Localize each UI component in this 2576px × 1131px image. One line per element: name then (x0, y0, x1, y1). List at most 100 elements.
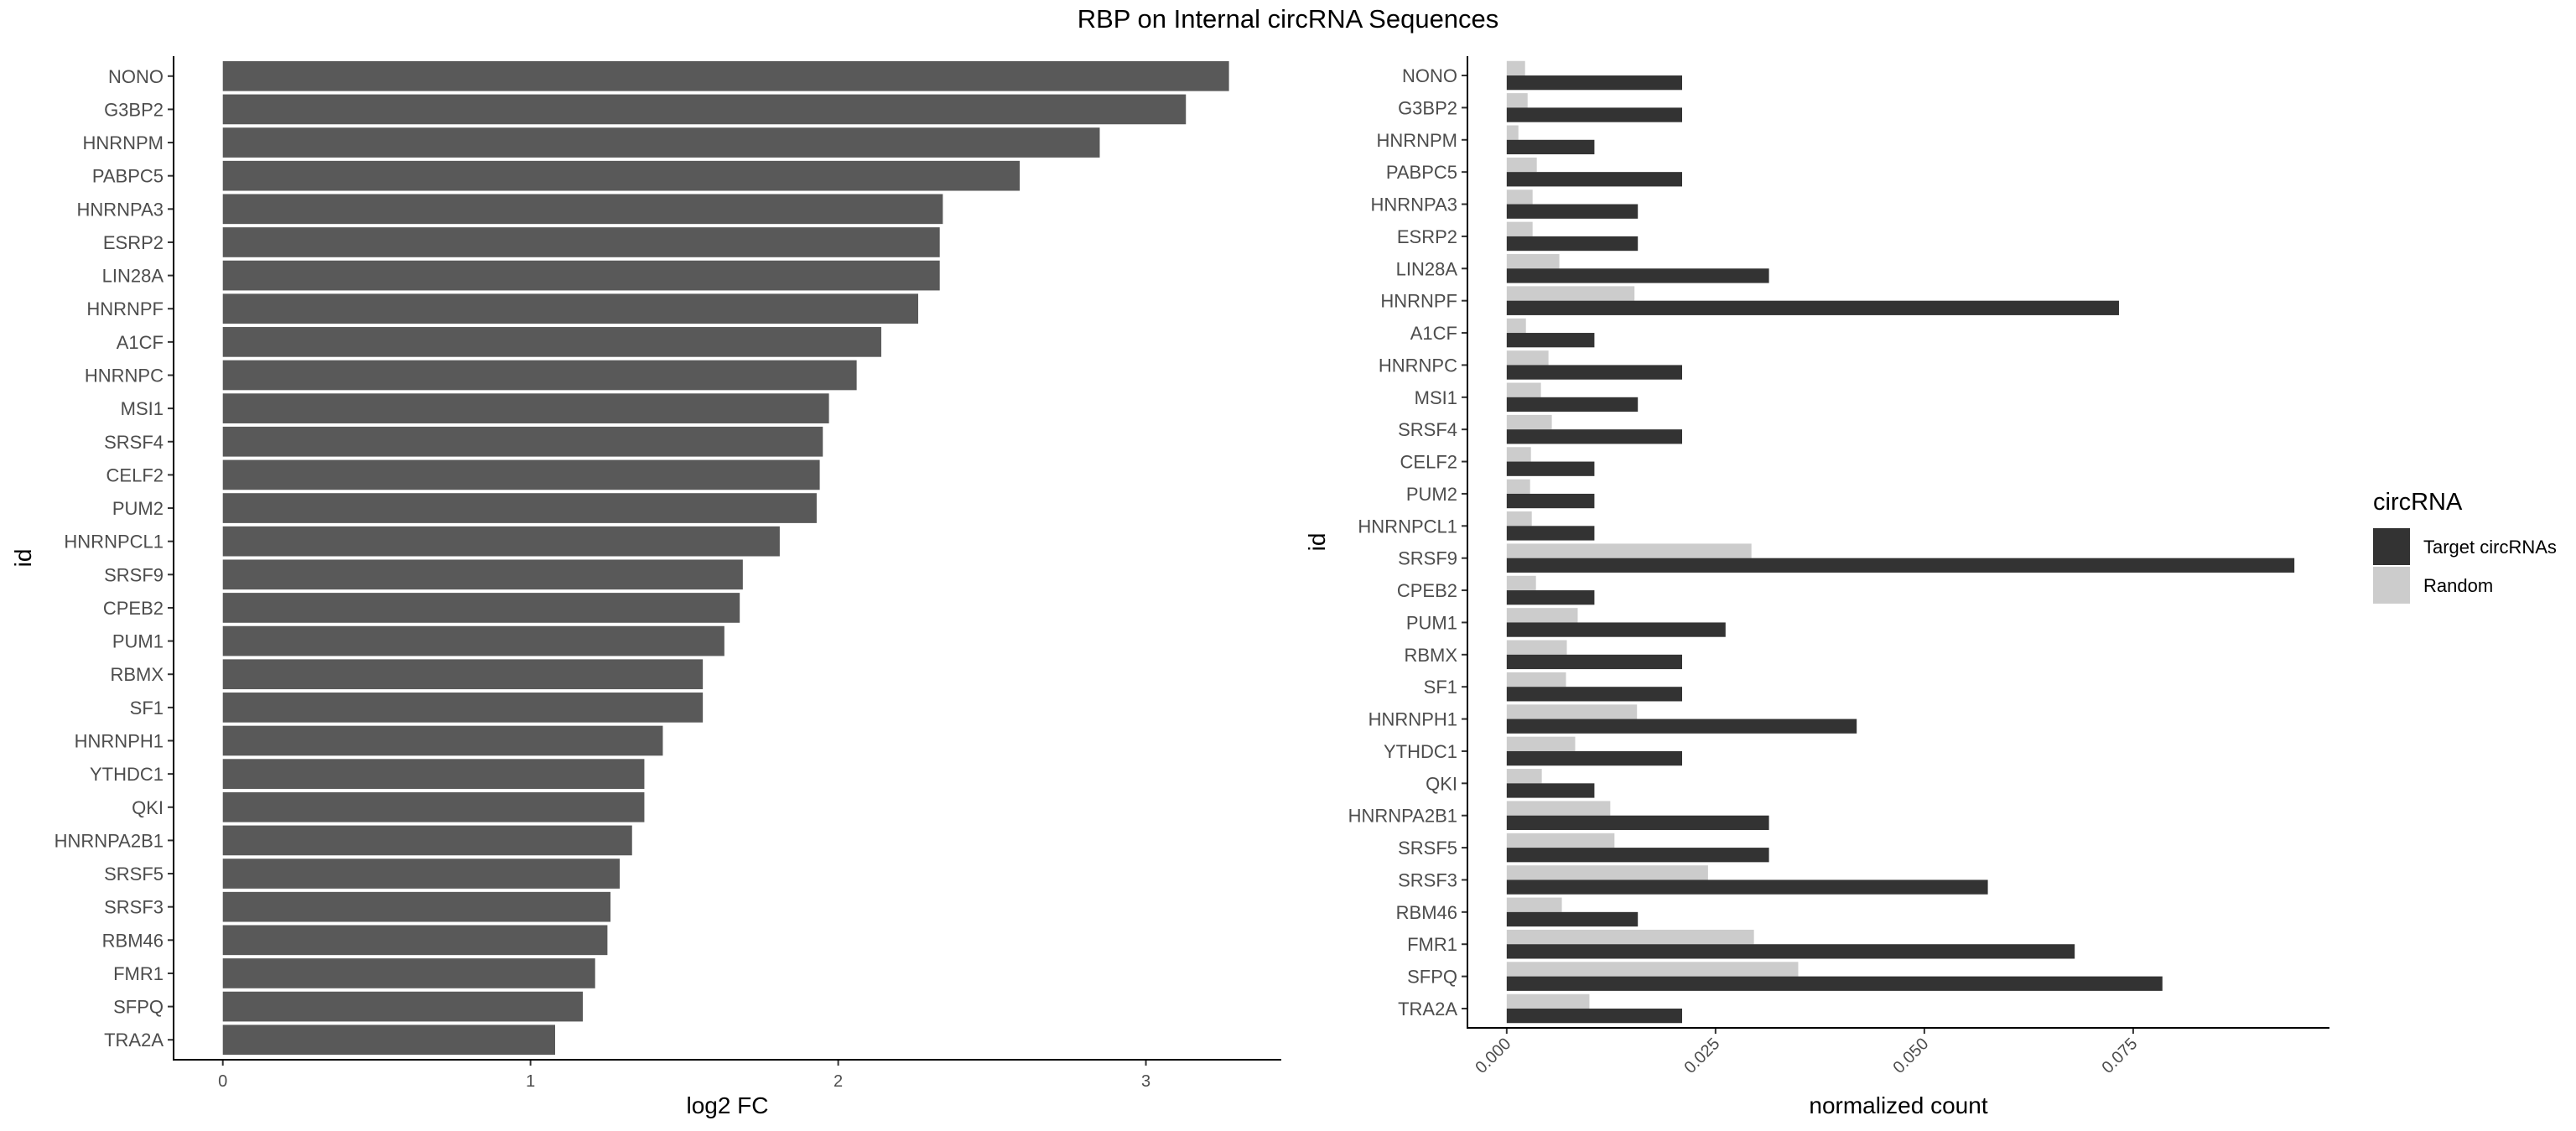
log2fc-x-tick-label: 1 (526, 1072, 535, 1091)
log2fc-bars (222, 60, 1229, 1056)
random-bar-pum2 (1506, 479, 1530, 494)
log2fc-category-label-hnrnpcl1: HNRNPCL1 (64, 532, 164, 553)
log2fc-category-label-hnrnpa2b1: HNRNPA2B1 (55, 830, 164, 851)
target-circrnas-bar-hnrnpc (1506, 365, 1683, 380)
target-circrnas-bar-hnrnpcl1 (1506, 526, 1595, 541)
target-circrnas-bar-sf1 (1506, 687, 1683, 702)
log2fc-bar-g3bp2 (222, 94, 1187, 125)
log2fc-category-label-g3bp2: G3BP2 (104, 99, 164, 120)
log2fc-bar-pabpc5 (222, 160, 1021, 191)
normalized-count-category-label-srsf5: SRSF5 (1398, 838, 1457, 859)
normalized-count-category-label-g3bp2: G3BP2 (1398, 97, 1457, 118)
target-circrnas-bar-qki (1506, 783, 1595, 798)
random-bar-lin28a (1506, 254, 1560, 269)
log2fc-category-label-pabpc5: PABPC5 (92, 166, 164, 187)
random-bar-cpeb2 (1506, 575, 1536, 591)
log2fc-bar-cpeb2 (222, 593, 740, 623)
random-bar-nono (1506, 60, 1525, 76)
log2fc-bar-hnrnpc (222, 360, 857, 391)
target-circrnas-bar-celf2 (1506, 461, 1595, 476)
log2fc-x-ticks: 0 1 2 3 (218, 1060, 1150, 1091)
random-bar-tra2a (1506, 994, 1590, 1009)
target-circrnas-bar-hnrnph1 (1506, 719, 1857, 734)
normalized-count-category-label-hnrnpa2b1: HNRNPA2B1 (1348, 806, 1457, 827)
log2fc-category-label-hnrnph1: HNRNPH1 (75, 730, 164, 751)
normalized-count-category-label-lin28a: LIN28A (1396, 258, 1458, 279)
random-bar-sfpq (1506, 962, 1799, 977)
legend-key-random (2373, 567, 2410, 604)
log2fc-bar-srsf5 (222, 859, 621, 889)
normalized-count-category-label-tra2a: TRA2A (1398, 999, 1457, 1019)
log2fc-bar-msi1 (222, 393, 829, 423)
random-bar-rbmx (1506, 640, 1567, 655)
log2fc-category-label-esrp2: ESRP2 (103, 232, 164, 253)
target-circrnas-bar-hnrnpa3 (1506, 204, 1639, 219)
normalized-count-category-label-hnrnpf: HNRNPF (1380, 291, 1457, 312)
normalized-count-category-label-sfpq: SFPQ (1407, 967, 1457, 988)
random-bar-hnrnpcl1 (1506, 511, 1532, 527)
normalized-count-category-labels: NONO G3BP2 HNRNPM PABPC5 HNRNPA3 ESRP2 LIN28A H… (1348, 65, 1467, 1019)
random-bar-qki (1506, 769, 1542, 784)
log2fc-bar-hnrnpm (222, 127, 1100, 158)
log2fc-x-tick-label: 2 (834, 1072, 843, 1091)
target-circrnas-bar-srsf5 (1506, 848, 1769, 863)
normalized-count-category-label-pabpc5: PABPC5 (1386, 162, 1457, 183)
target-circrnas-bar-pum2 (1506, 493, 1595, 509)
target-circrnas-bar-cpeb2 (1506, 590, 1595, 605)
random-bar-srsf9 (1506, 543, 1752, 558)
log2fc-bar-sf1 (222, 693, 704, 723)
log2fc-category-label-tra2a: TRA2A (104, 1030, 164, 1051)
normalized-count-category-label-qki: QKI (1426, 773, 1457, 794)
log2fc-category-label-srsf5: SRSF5 (104, 864, 164, 885)
log2fc-bar-srsf4 (222, 426, 823, 457)
log2fc-category-label-hnrnpm: HNRNPM (82, 132, 164, 153)
log2fc-category-label-pum2: PUM2 (112, 498, 164, 519)
normalized-count-category-label-srsf9: SRSF9 (1398, 548, 1457, 569)
log2fc-bar-a1cf (222, 327, 881, 357)
random-bar-a1cf (1506, 318, 1526, 334)
normalized-count-x-tick-label: 0.075 (2098, 1035, 2141, 1077)
normalized-count-category-label-msi1: MSI1 (1415, 387, 1457, 408)
target-circrnas-bar-esrp2 (1506, 236, 1639, 252)
log2fc-bar-hnrnpa3 (222, 194, 943, 225)
target-circrnas-bar-nono (1506, 75, 1683, 91)
normalized-count-category-label-hnrnpm: HNRNPM (1376, 130, 1457, 151)
target-circrnas-bar-rbm46 (1506, 911, 1639, 927)
log2fc-bar-hnrnpf (222, 293, 919, 324)
log2fc-bar-tra2a (222, 1025, 556, 1056)
log2fc-bar-lin28a (222, 260, 940, 291)
log2fc-x-axis-title: log2 FC (686, 1092, 768, 1118)
log2fc-category-label-srsf9: SRSF9 (104, 564, 164, 585)
target-circrnas-bar-lin28a (1506, 268, 1769, 283)
log2fc-bar-qki (222, 791, 645, 822)
random-bar-celf2 (1506, 447, 1531, 462)
log2fc-bar-fmr1 (222, 958, 595, 988)
log2fc-bar-rbmx (222, 659, 704, 690)
log2fc-category-label-sfpq: SFPQ (113, 997, 164, 1018)
legend-label-target-circrnas: Target circRNAs (2423, 537, 2557, 558)
random-bar-ythdc1 (1506, 736, 1576, 751)
random-bar-srsf5 (1506, 833, 1615, 848)
normalized-count-category-label-nono: NONO (1402, 65, 1457, 86)
log2fc-bar-hnrnpa2b1 (222, 825, 632, 856)
random-bar-pum1 (1506, 608, 1578, 623)
log2fc-bar-sfpq (222, 991, 584, 1022)
log2fc-category-label-nono: NONO (108, 66, 164, 87)
random-bar-hnrnpm (1506, 125, 1519, 140)
plot-title: RBP on Internal circRNA Sequences (1078, 4, 1499, 34)
log2fc-category-label-lin28a: LIN28A (102, 266, 164, 287)
log2fc-bar-pum2 (222, 493, 817, 523)
log2fc-category-label-srsf3: SRSF3 (104, 897, 164, 918)
normalized-count-x-tick-label: 0.025 (1680, 1035, 1723, 1077)
target-circrnas-bar-tra2a (1506, 1008, 1683, 1024)
target-circrnas-bar-pum1 (1506, 622, 1726, 637)
target-circrnas-bar-sfpq (1506, 976, 2163, 991)
random-bar-sf1 (1506, 672, 1566, 687)
log2fc-bar-srsf9 (222, 559, 743, 590)
target-circrnas-bar-srsf3 (1506, 879, 1988, 895)
log2fc-category-label-ythdc1: YTHDC1 (90, 764, 164, 785)
normalized-count-x-tick-label: 0.000 (1472, 1035, 1514, 1077)
target-circrnas-bar-srsf9 (1506, 558, 2295, 573)
legend-key-target-circrnas (2373, 528, 2410, 565)
